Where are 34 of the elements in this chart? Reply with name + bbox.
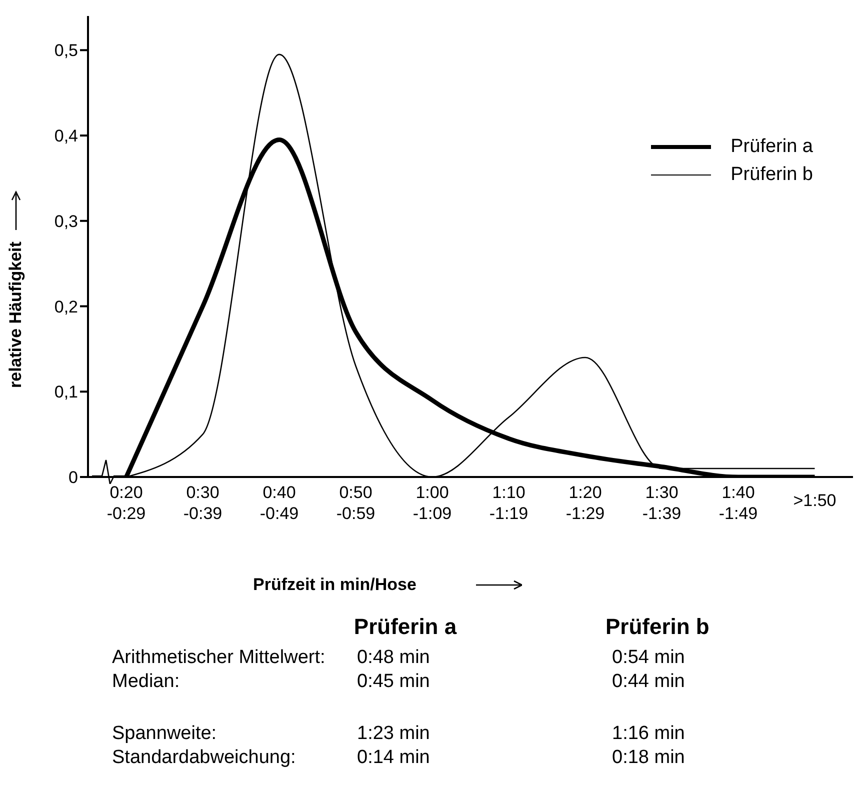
x-axis-title: Prüfzeit in min/Hose xyxy=(253,575,416,595)
text: 0:54 min xyxy=(612,647,685,668)
x-tick-label: 1:20 -1:29 xyxy=(566,483,605,523)
y-tick-label: 0,1 xyxy=(54,382,78,402)
text: 0:14 min xyxy=(357,747,430,768)
x-tick-label: 0:30 -0:39 xyxy=(183,483,222,523)
y-tick-label: 0,4 xyxy=(54,126,78,146)
y-axis-title: relative Häufigkeit xyxy=(6,242,26,388)
x-tick-label: >1:50 xyxy=(793,491,836,510)
text: 1:16 min xyxy=(612,723,685,744)
y-tick-label: 0 xyxy=(68,468,78,488)
x-tick-label: 0:50 -0:59 xyxy=(336,483,376,523)
text: Spannweite: xyxy=(112,723,217,744)
y-tick-label: 0,3 xyxy=(54,212,78,231)
x-tick-label: 1:30 -1:39 xyxy=(642,483,682,523)
text: 0:45 min xyxy=(357,671,430,692)
x-tick-label: 1:40 -1:49 xyxy=(718,483,758,523)
text: 1:23 min xyxy=(357,723,430,744)
legend-label: Prüferin b xyxy=(730,164,813,186)
y-tick-label: 0,2 xyxy=(54,297,78,316)
text: 0:44 min xyxy=(612,671,685,692)
x-tick-label: 1:10 -1:19 xyxy=(489,483,528,523)
legend-label: Prüferin a xyxy=(730,136,813,158)
x-tick-label: 0:40 -0:49 xyxy=(260,483,299,523)
x-tick-label: 0:20 -0:29 xyxy=(106,483,146,523)
text: Arithmetischer Mittelwert: xyxy=(112,647,326,668)
x-tick-label: 1:00 -1:09 xyxy=(412,483,452,523)
text: Median: xyxy=(112,671,180,692)
text: Standardabweichung: xyxy=(112,747,296,768)
text: 0:48 min xyxy=(357,647,430,668)
text: Prüferin b xyxy=(605,614,710,639)
text: 0:18 min xyxy=(612,747,685,768)
y-tick-label: 0,5 xyxy=(54,41,78,60)
text: Prüferin a xyxy=(354,614,457,639)
